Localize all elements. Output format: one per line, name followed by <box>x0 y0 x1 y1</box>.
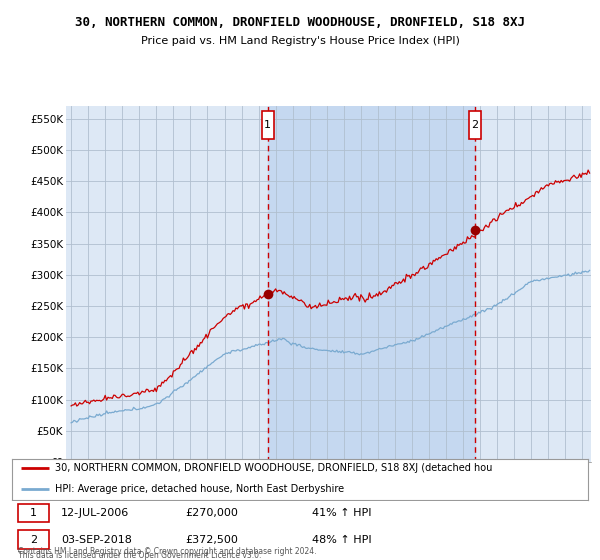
FancyBboxPatch shape <box>262 111 274 139</box>
Text: £270,000: £270,000 <box>185 508 238 518</box>
Text: 03-SEP-2018: 03-SEP-2018 <box>61 534 132 544</box>
FancyBboxPatch shape <box>18 530 49 549</box>
Text: £372,500: £372,500 <box>185 534 238 544</box>
Bar <box>268 106 475 462</box>
Text: 2: 2 <box>30 534 37 544</box>
FancyBboxPatch shape <box>469 111 481 139</box>
Text: 12-JUL-2006: 12-JUL-2006 <box>61 508 129 518</box>
Text: 30, NORTHERN COMMON, DRONFIELD WOODHOUSE, DRONFIELD, S18 8XJ (detached hou: 30, NORTHERN COMMON, DRONFIELD WOODHOUSE… <box>55 463 493 473</box>
Text: 48% ↑ HPI: 48% ↑ HPI <box>311 534 371 544</box>
Text: 2: 2 <box>471 120 478 130</box>
Text: HPI: Average price, detached house, North East Derbyshire: HPI: Average price, detached house, Nort… <box>55 484 344 494</box>
Text: 1: 1 <box>265 120 271 130</box>
Text: 30, NORTHERN COMMON, DRONFIELD WOODHOUSE, DRONFIELD, S18 8XJ: 30, NORTHERN COMMON, DRONFIELD WOODHOUSE… <box>75 16 525 29</box>
Text: 1: 1 <box>30 508 37 518</box>
Text: Contains HM Land Registry data © Crown copyright and database right 2024.: Contains HM Land Registry data © Crown c… <box>18 547 317 556</box>
FancyBboxPatch shape <box>18 504 49 522</box>
Text: Price paid vs. HM Land Registry's House Price Index (HPI): Price paid vs. HM Land Registry's House … <box>140 36 460 46</box>
Text: 41% ↑ HPI: 41% ↑ HPI <box>311 508 371 518</box>
Text: This data is licensed under the Open Government Licence v3.0.: This data is licensed under the Open Gov… <box>18 551 262 560</box>
